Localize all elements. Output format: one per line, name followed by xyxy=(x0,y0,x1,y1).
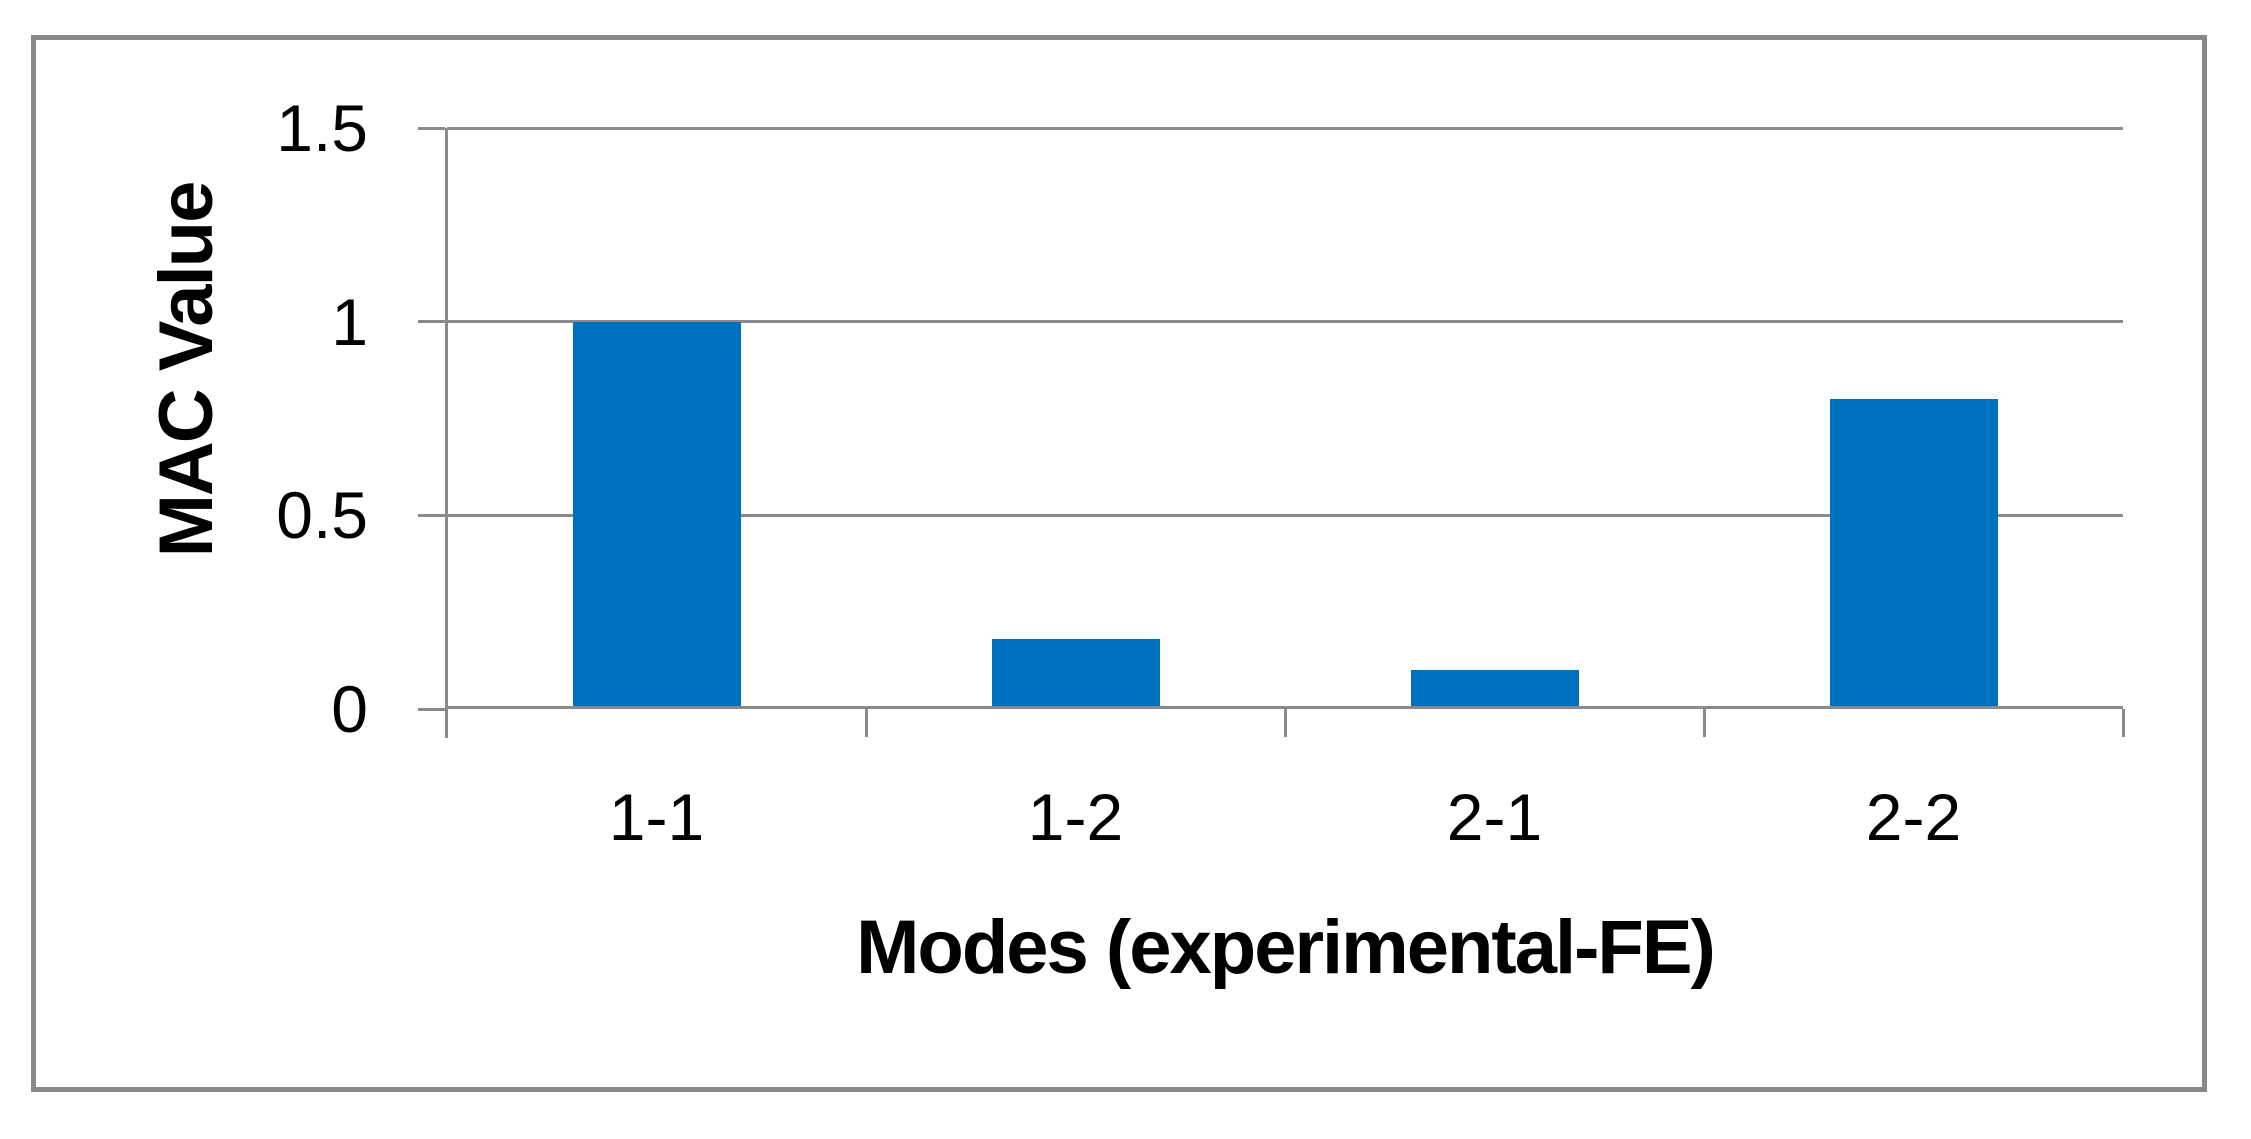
gridline-y-1 xyxy=(447,320,2123,324)
x-tick-boundary-4 xyxy=(2121,709,2125,737)
y-tick-label-0.5: 0.5 xyxy=(276,478,368,553)
x-category-label-1-1: 1-1 xyxy=(608,780,705,854)
bar-2-2 xyxy=(1829,399,1998,709)
y-tick-1 xyxy=(418,320,445,324)
bar-1-1 xyxy=(572,321,741,709)
x-tick-boundary-1 xyxy=(864,709,868,737)
bar-1-2 xyxy=(991,639,1160,709)
y-tick-label-1.5: 1.5 xyxy=(276,91,368,165)
y-tick-0 xyxy=(418,707,445,711)
x-category-label-2-1: 2-1 xyxy=(1446,780,1543,854)
gridline-y-1.5 xyxy=(447,126,2123,130)
y-axis-line xyxy=(445,128,448,738)
y-tick-1.5 xyxy=(418,126,445,130)
x-axis-line xyxy=(447,706,2123,709)
x-tick-boundary-2 xyxy=(1283,709,1287,737)
y-tick-0.5 xyxy=(418,513,445,517)
x-tick-boundary-3 xyxy=(1702,709,1706,737)
y-tick-label-1: 1 xyxy=(331,284,368,359)
y-tick-label-0: 0 xyxy=(331,672,368,746)
x-category-label-1-2: 1-2 xyxy=(1027,780,1124,854)
bar-2-1 xyxy=(1410,670,1579,709)
gridline-y-0.5 xyxy=(447,513,2123,517)
x-category-label-2-2: 2-2 xyxy=(1865,780,1962,854)
x-axis-title: Modes (experimental-FE) xyxy=(856,905,1716,990)
plot-area xyxy=(418,126,2125,738)
